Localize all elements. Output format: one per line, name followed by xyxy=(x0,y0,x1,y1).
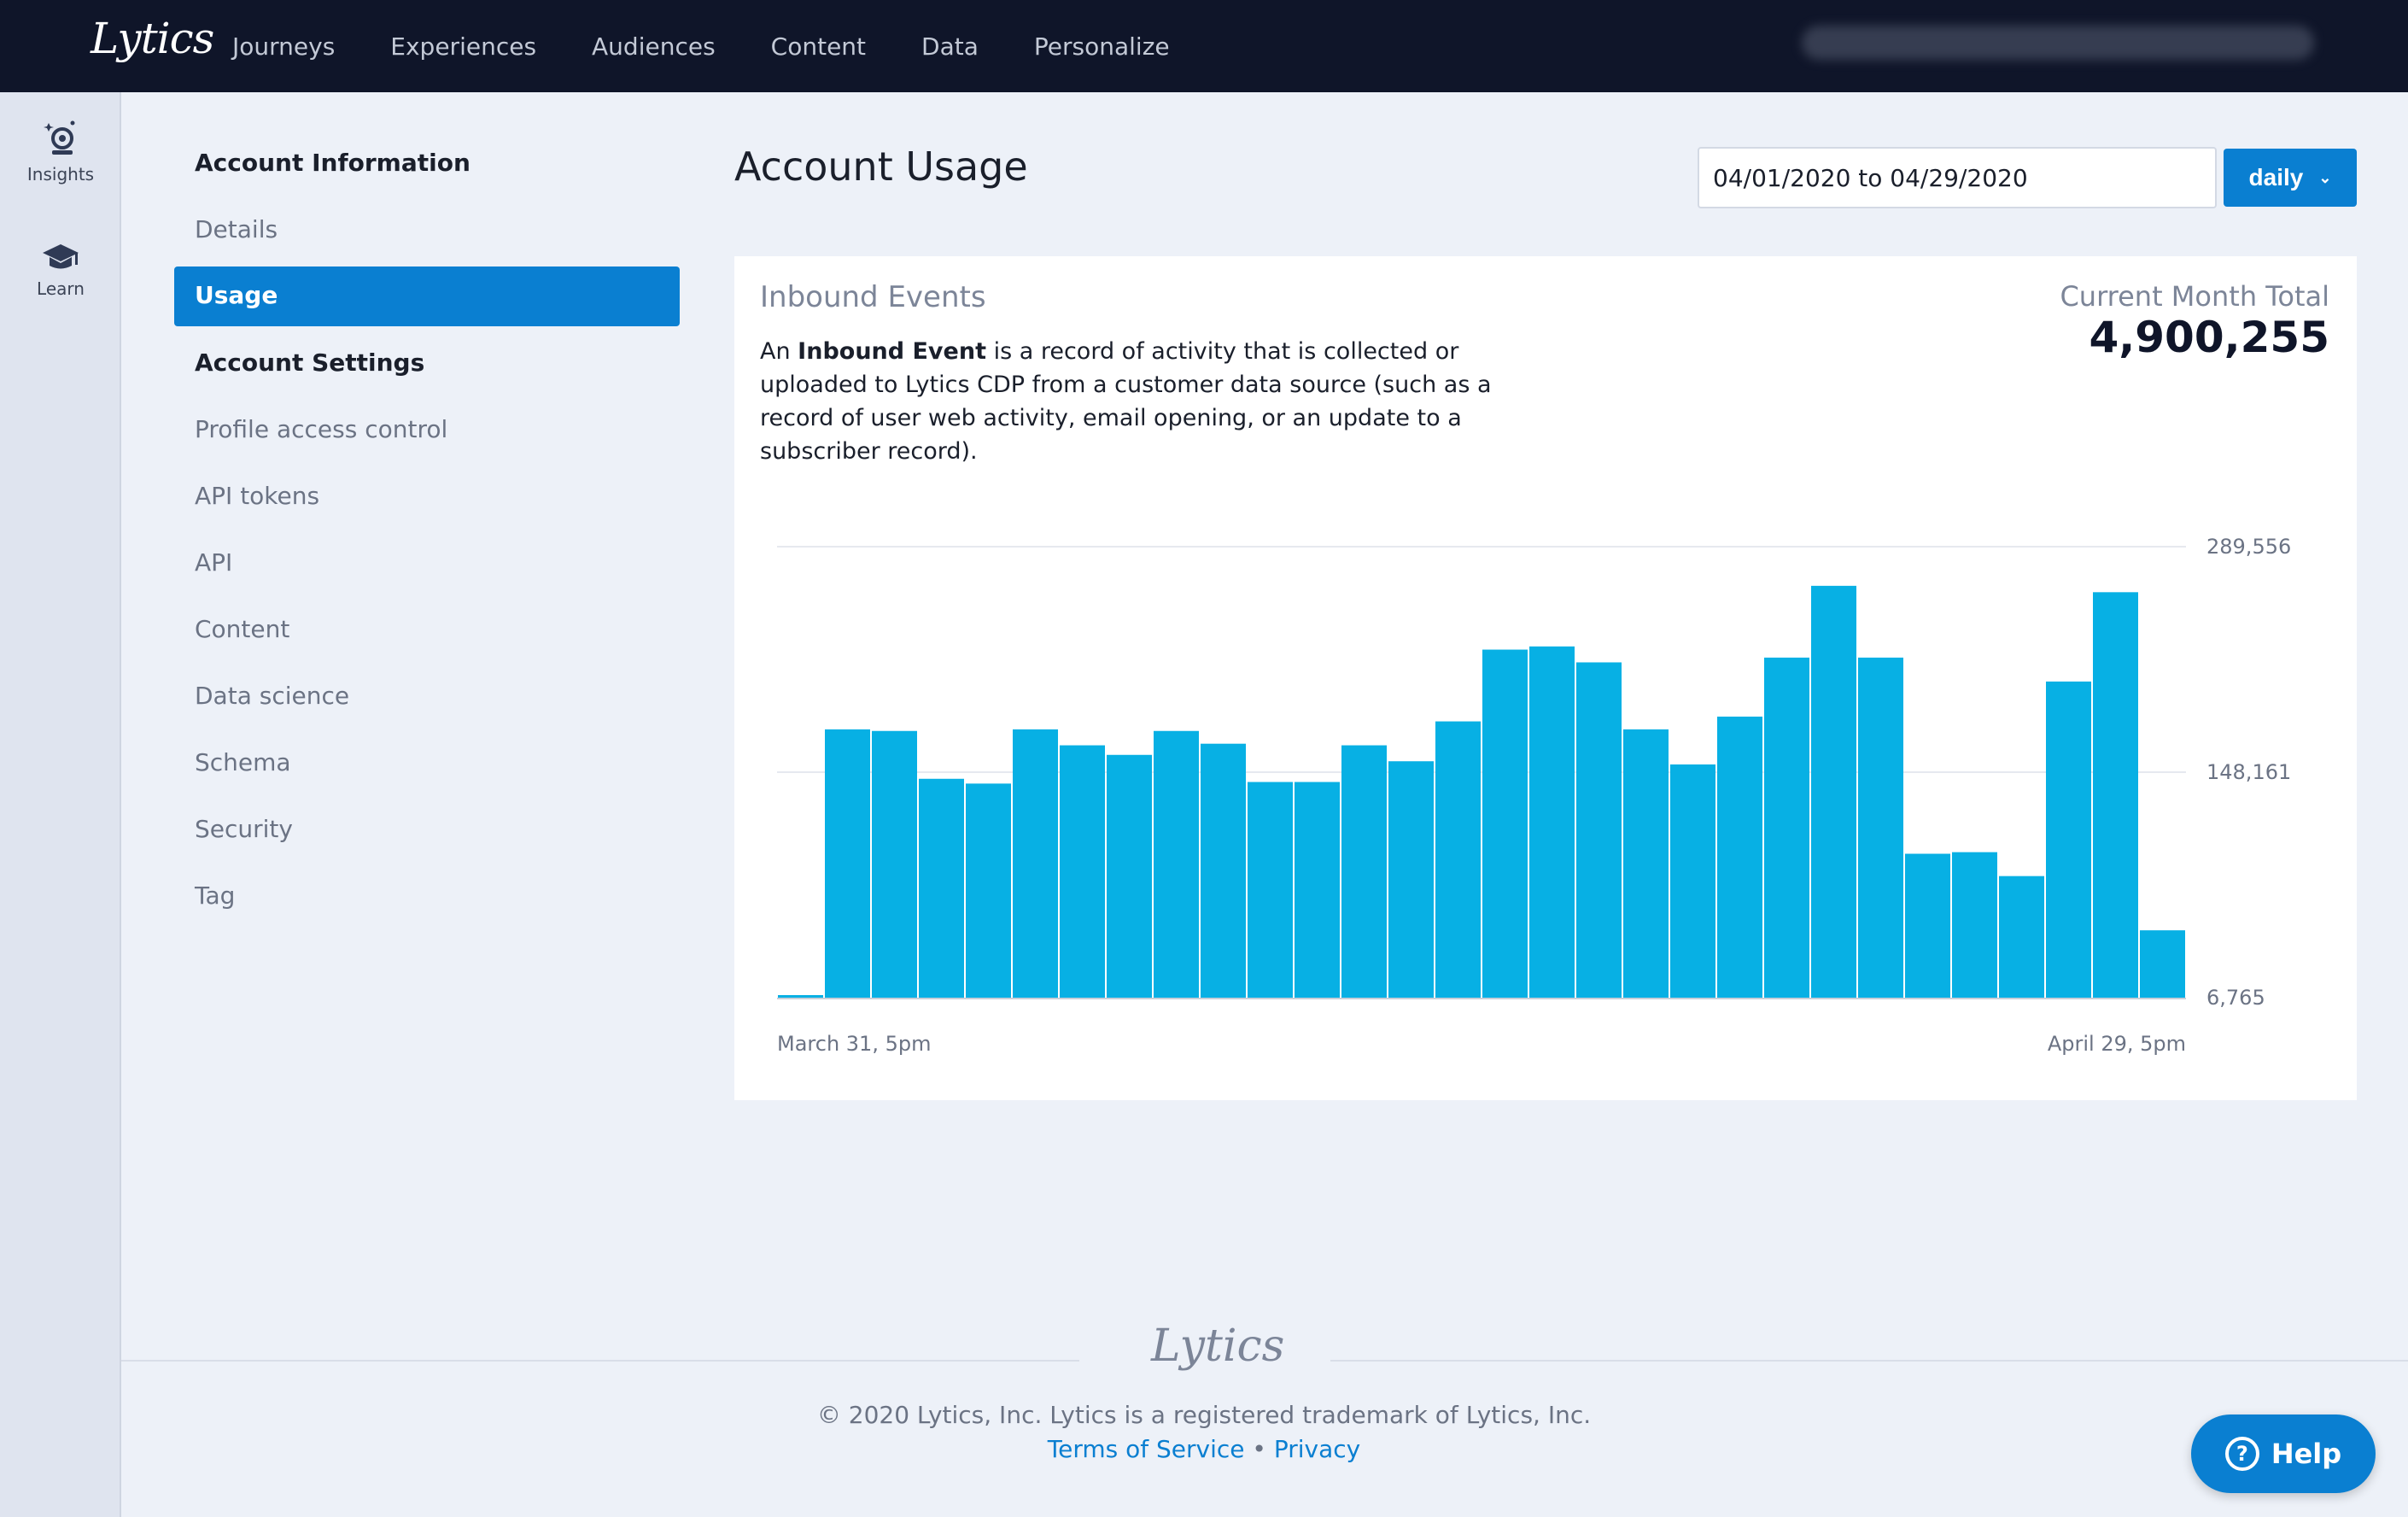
sidebar-item-details[interactable]: Details xyxy=(195,215,278,243)
bar-7[interactable] xyxy=(1107,754,1152,998)
bar-20[interactable] xyxy=(1717,716,1762,998)
interval-dropdown-button[interactable]: daily ⌄ xyxy=(2224,149,2357,207)
bar-28[interactable] xyxy=(2093,592,2138,998)
main-nav: Journeys Experiences Audiences Content D… xyxy=(232,0,1225,92)
bar-25[interactable] xyxy=(1952,852,1997,998)
sidebar-item-usage-label: Usage xyxy=(195,281,278,309)
card-description: An Inbound Event is a record of activity… xyxy=(760,335,1511,468)
bar-17[interactable] xyxy=(1576,662,1622,998)
y-tick-label-bottom: 6,765 xyxy=(2206,986,2265,1010)
rail-insights-label: Insights xyxy=(26,164,95,184)
sidebar-item-usage[interactable]: Usage xyxy=(174,266,680,326)
sidebar-item-api-tokens[interactable]: API tokens xyxy=(195,482,320,510)
sidebar-item-schema[interactable]: Schema xyxy=(195,748,291,776)
bar-1[interactable] xyxy=(825,729,870,998)
bar-12[interactable] xyxy=(1341,745,1387,998)
interval-label: daily xyxy=(2248,164,2304,190)
desc-bold-term: Inbound Event xyxy=(798,338,986,365)
chart-gridlines xyxy=(777,546,2186,773)
sidebar-heading-account-settings: Account Settings xyxy=(195,348,425,377)
inbound-events-chart: 289,556 148,161 6,765 March 31, 5pm Apri… xyxy=(777,535,2291,1056)
footer-lytics-logo: Lytics xyxy=(1151,1321,1285,1372)
graduation-cap-icon xyxy=(43,244,79,269)
sidebar-item-content[interactable]: Content xyxy=(195,615,290,643)
sidebar-item-security[interactable]: Security xyxy=(195,815,293,843)
bar-21[interactable] xyxy=(1764,657,1809,998)
footer-divider-right xyxy=(1330,1360,2408,1362)
terms-of-service-link[interactable]: Terms of Service xyxy=(1047,1435,1245,1463)
chart-bars xyxy=(778,585,2185,998)
x-label-end: April 29, 5pm xyxy=(2048,1032,2186,1056)
sidebar-item-profile-access-control[interactable]: Profile access control xyxy=(195,415,448,443)
bar-11[interactable] xyxy=(1295,782,1340,998)
account-switcher-blurred[interactable] xyxy=(1802,26,2314,60)
nav-audiences[interactable]: Audiences xyxy=(592,32,716,61)
rail-insights-button[interactable]: Insights xyxy=(0,118,121,184)
bar-10[interactable] xyxy=(1248,782,1293,998)
privacy-link[interactable]: Privacy xyxy=(1273,1435,1361,1463)
x-label-start: March 31, 5pm xyxy=(777,1032,931,1056)
bar-3[interactable] xyxy=(919,778,964,998)
nav-data[interactable]: Data xyxy=(921,32,979,61)
bar-6[interactable] xyxy=(1060,745,1105,998)
desc-prefix: An xyxy=(760,338,798,365)
bar-26[interactable] xyxy=(1999,876,2044,998)
bar-2[interactable] xyxy=(872,730,917,998)
question-circle-icon: ? xyxy=(2224,1437,2259,1471)
rail-learn-label: Learn xyxy=(37,278,85,299)
sidebar-item-tag[interactable]: Tag xyxy=(195,882,236,910)
help-button[interactable]: ? Help xyxy=(2191,1414,2376,1493)
left-rail: Insights Learn xyxy=(0,92,121,1517)
help-label: Help xyxy=(2271,1438,2342,1470)
bar-23[interactable] xyxy=(1858,657,1903,998)
copyright-text: © 2020 Lytics, Inc. Lytics is a register… xyxy=(816,1401,1592,1429)
footer-copyright: © 2020 Lytics, Inc. Lytics is a register… xyxy=(0,1401,2408,1429)
sidebar-item-api[interactable]: API xyxy=(195,548,233,577)
bar-14[interactable] xyxy=(1435,721,1481,998)
footer-divider-left xyxy=(121,1360,1079,1362)
bar-19[interactable] xyxy=(1670,764,1715,998)
current-month-total-label: Current Month Total xyxy=(2060,280,2329,313)
bar-22[interactable] xyxy=(1811,585,1856,998)
current-month-total-value: 4,900,255 xyxy=(2089,313,2329,362)
lytics-logo[interactable]: Lytics xyxy=(91,14,214,63)
top-nav-bar: Lytics Journeys Experiences Audiences Co… xyxy=(0,0,2408,92)
sidebar-item-data-science[interactable]: Data science xyxy=(195,682,350,710)
bar-29[interactable] xyxy=(2140,930,2185,998)
desc-rest: is a record of activity that is collecte… xyxy=(760,338,1492,465)
bar-0[interactable] xyxy=(778,995,823,998)
date-range-input[interactable] xyxy=(1698,147,2217,208)
bar-15[interactable] xyxy=(1482,649,1528,998)
bar-16[interactable] xyxy=(1529,646,1575,998)
insights-icon xyxy=(44,120,75,155)
footer-link-separator: • xyxy=(1252,1435,1266,1463)
bar-8[interactable] xyxy=(1154,730,1199,998)
y-tick-label-top: 289,556 xyxy=(2206,535,2291,559)
nav-journeys[interactable]: Journeys xyxy=(232,32,336,61)
footer-links: Terms of Service • Privacy xyxy=(0,1435,2408,1463)
bar-9[interactable] xyxy=(1201,743,1246,998)
bar-5[interactable] xyxy=(1013,729,1058,998)
nav-experiences[interactable]: Experiences xyxy=(390,32,537,61)
nav-content[interactable]: Content xyxy=(770,32,867,61)
nav-personalize[interactable]: Personalize xyxy=(1033,32,1170,61)
inbound-events-card: Inbound Events An Inbound Event is a rec… xyxy=(734,256,2357,1100)
y-tick-label-mid: 148,161 xyxy=(2206,760,2291,784)
bar-24[interactable] xyxy=(1905,853,1950,998)
chevron-down-icon: ⌄ xyxy=(2318,168,2332,186)
bar-27[interactable] xyxy=(2046,681,2091,998)
page-title: Account Usage xyxy=(734,144,1028,190)
rail-learn-button[interactable]: Learn xyxy=(0,243,121,299)
sidebar-heading-account-information: Account Information xyxy=(195,149,470,177)
card-title: Inbound Events xyxy=(760,280,986,314)
bar-18[interactable] xyxy=(1623,729,1669,998)
bar-4[interactable] xyxy=(966,783,1011,998)
bar-13[interactable] xyxy=(1388,761,1434,998)
